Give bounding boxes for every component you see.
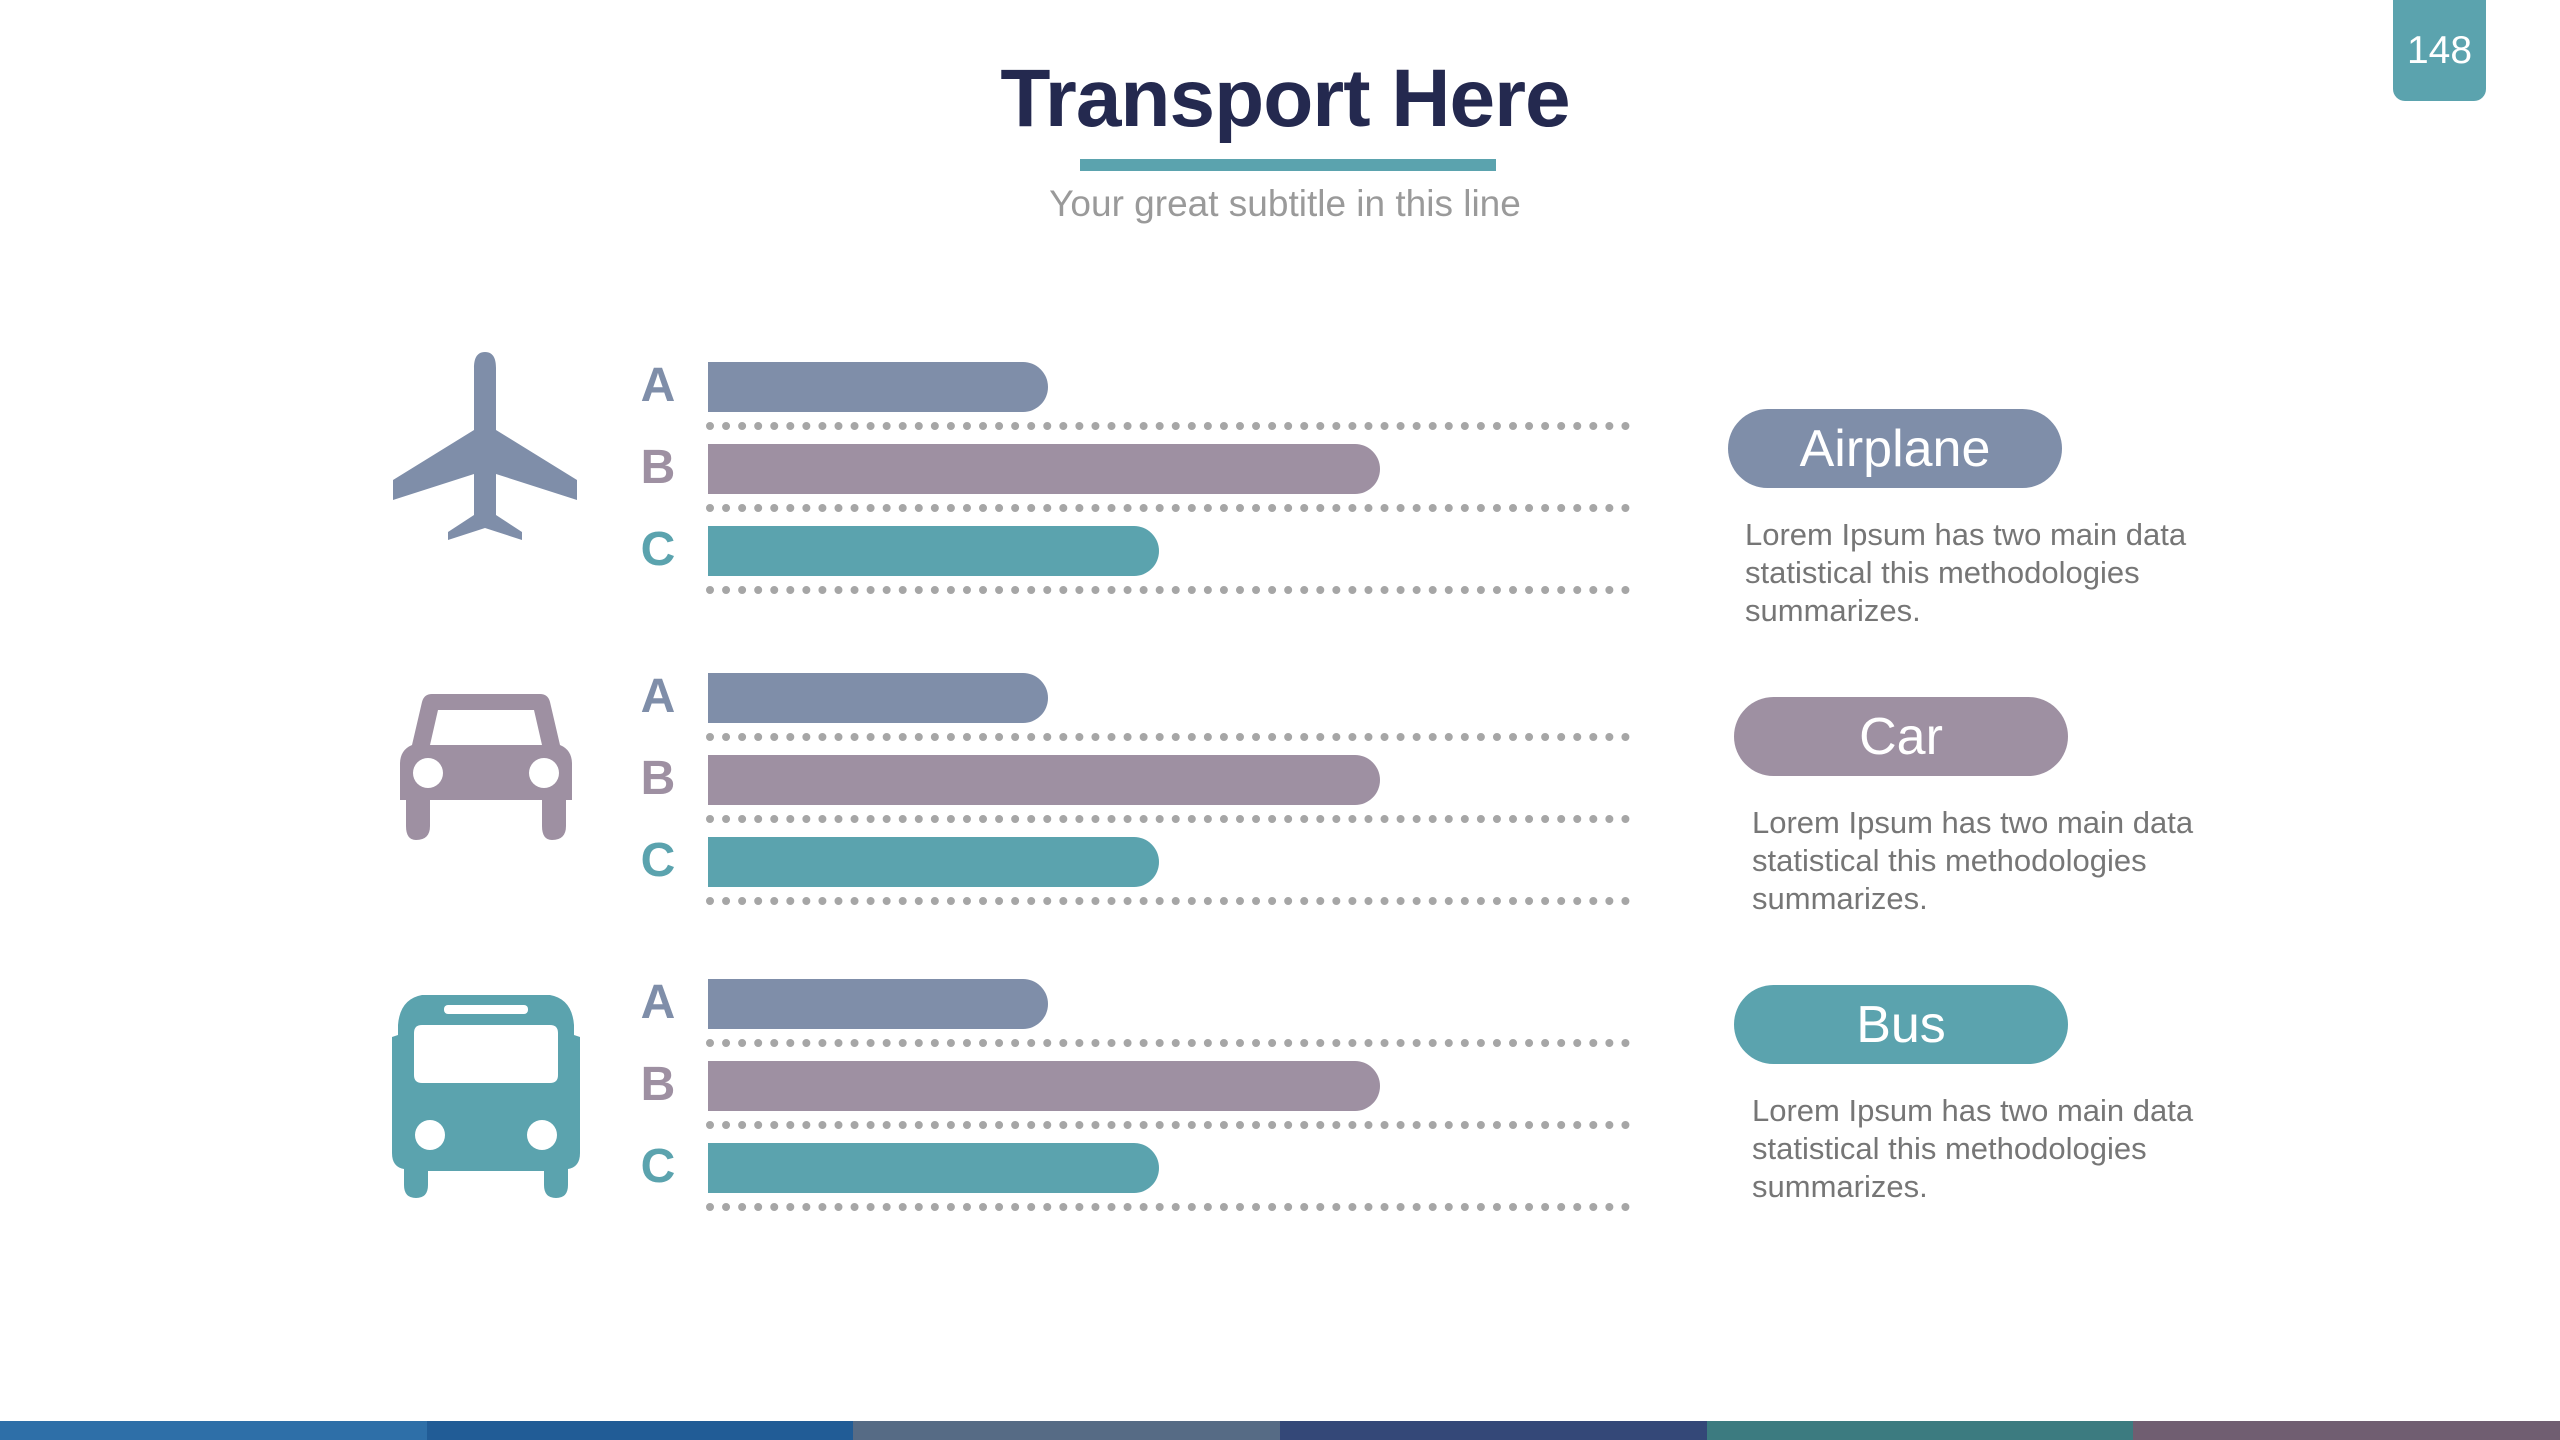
category-label-b: B <box>640 441 676 494</box>
dotted-track <box>706 422 1630 430</box>
footer-segment <box>0 1421 427 1440</box>
dotted-track <box>706 586 1630 594</box>
legend-description-car: Lorem Ipsum has two main data statistica… <box>1752 805 2194 916</box>
dotted-track <box>706 1039 1630 1047</box>
legend-description-bus: Lorem Ipsum has two main data statistica… <box>1752 1093 2194 1204</box>
category-label-c: C <box>640 834 676 887</box>
footer-segment <box>1280 1421 1707 1440</box>
bus-icon <box>392 995 580 1198</box>
footer-stripe <box>0 1421 2560 1440</box>
dotted-track <box>706 815 1630 823</box>
bar-airplane-a <box>708 362 1049 412</box>
footer-segment <box>426 1421 854 1440</box>
legend-pill-bus: Bus <box>1734 985 2068 1064</box>
dotted-track <box>706 504 1630 512</box>
car-icon <box>400 694 572 840</box>
bar-car-c <box>708 837 1159 887</box>
airplane-icon <box>393 352 577 540</box>
title-underline <box>1080 159 1496 171</box>
dotted-track <box>706 1203 1630 1211</box>
category-label-b: B <box>640 1058 676 1111</box>
footer-segment <box>1706 1421 2134 1440</box>
legend-pill-car: Car <box>1734 697 2068 776</box>
bar-car-a <box>708 673 1049 723</box>
category-label-c: C <box>640 1140 676 1193</box>
category-label-b: B <box>640 752 676 805</box>
bar-airplane-c <box>708 526 1159 576</box>
page-number: 148 <box>2393 0 2486 101</box>
bar-bus-a <box>708 979 1049 1029</box>
dotted-track <box>706 897 1630 905</box>
bar-bus-b <box>708 1061 1380 1111</box>
page-title: Transport Here <box>1000 53 1570 144</box>
footer-segment <box>853 1421 1281 1440</box>
bar-airplane-b <box>708 444 1380 494</box>
category-label-a: A <box>640 976 676 1029</box>
category-label-a: A <box>640 670 676 723</box>
category-label-a: A <box>640 359 676 412</box>
bar-car-b <box>708 755 1380 805</box>
footer-segment <box>2133 1421 2560 1440</box>
legend-description-airplane: Lorem Ipsum has two main data statistica… <box>1745 517 2187 628</box>
page-subtitle: Your great subtitle in this line <box>1049 183 1521 224</box>
dotted-track <box>706 1121 1630 1129</box>
legend-pill-airplane: Airplane <box>1728 409 2062 488</box>
category-label-c: C <box>640 523 676 576</box>
dotted-track <box>706 733 1630 741</box>
bar-bus-c <box>708 1143 1159 1193</box>
